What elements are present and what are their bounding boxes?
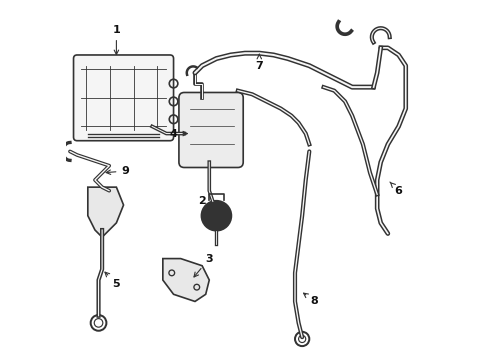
Text: 9: 9: [106, 166, 129, 176]
Text: 1: 1: [113, 25, 120, 54]
Polygon shape: [163, 258, 209, 301]
Text: 8: 8: [304, 293, 318, 306]
Text: 7: 7: [255, 54, 263, 71]
FancyBboxPatch shape: [74, 55, 173, 141]
Polygon shape: [88, 187, 123, 237]
FancyBboxPatch shape: [179, 93, 243, 167]
Text: 4: 4: [170, 129, 187, 139]
Circle shape: [201, 201, 231, 231]
Text: 2: 2: [198, 197, 213, 210]
Text: 5: 5: [105, 272, 120, 289]
Text: 6: 6: [390, 182, 403, 196]
Text: 3: 3: [194, 253, 213, 277]
